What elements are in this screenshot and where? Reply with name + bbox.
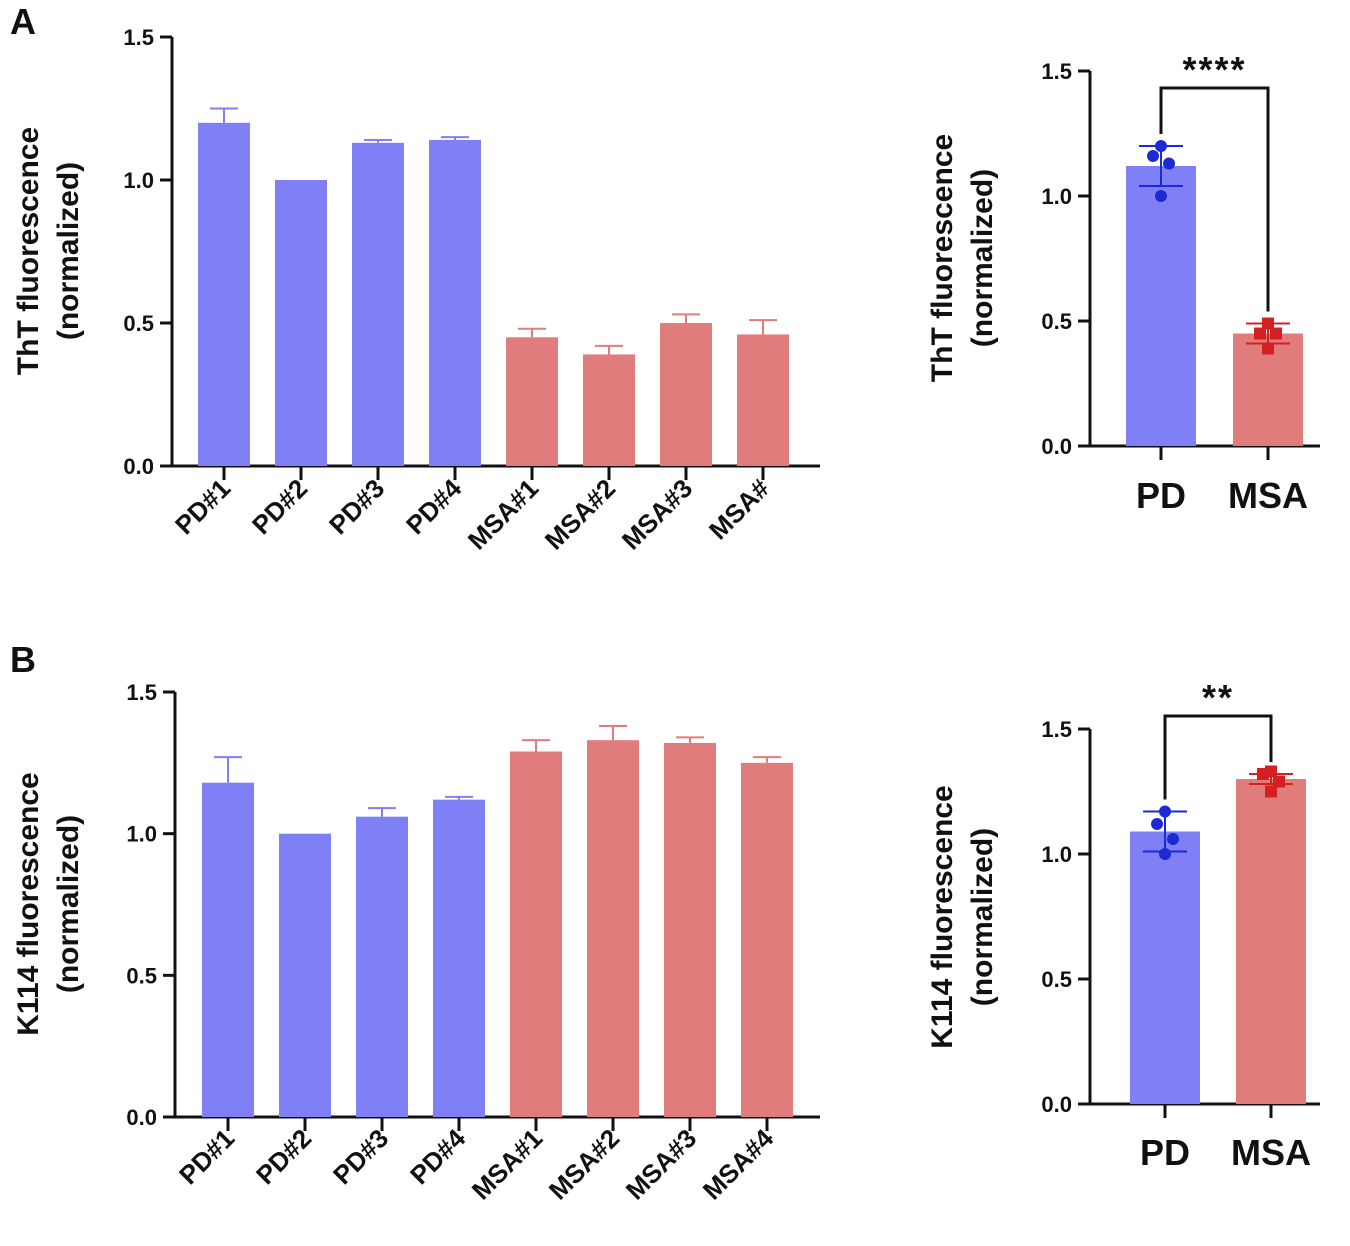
data-point	[1262, 342, 1274, 355]
data-point	[1147, 150, 1159, 162]
y-tick-label: 1.0	[1041, 842, 1072, 867]
y-tick-label: 0.0	[126, 1105, 157, 1130]
bar	[352, 142, 404, 466]
bar	[664, 743, 716, 1117]
bar	[279, 833, 331, 1117]
y-axis-title: ThT fluorescence	[12, 127, 45, 375]
data-point	[1167, 833, 1179, 845]
data-point	[1155, 190, 1167, 202]
x-category-label: PD#3	[323, 473, 390, 540]
data-point	[1273, 775, 1285, 788]
x-category-label: MSA#	[703, 473, 776, 546]
x-category-label: MSA#2	[539, 473, 622, 556]
bar	[1236, 779, 1306, 1104]
bar	[433, 799, 485, 1117]
y-axis-title: ThT fluorescence	[926, 134, 959, 382]
bar	[737, 334, 789, 466]
data-point	[1262, 317, 1274, 330]
x-category-label: PD	[1140, 1132, 1190, 1173]
y-tick-label: 1.0	[123, 168, 154, 193]
bar	[583, 354, 635, 466]
data-point	[1155, 140, 1167, 152]
x-category-label: MSA#1	[466, 1123, 549, 1206]
x-category-label: PD#4	[400, 473, 468, 541]
chart-a-left: 0.0 0.5 1.0 1.5 ThT fluorescence (normalized)…	[12, 25, 820, 556]
bar	[1130, 831, 1200, 1104]
y-tick-label: 1.5	[1041, 717, 1072, 742]
bar	[356, 816, 408, 1117]
bar	[587, 740, 639, 1117]
y-tick-label: 0.0	[123, 454, 154, 479]
y-axis-subtitle: (normalized)	[52, 162, 85, 340]
x-category-label: PD#4	[404, 1123, 472, 1191]
y-tick-label: 1.0	[126, 822, 157, 847]
bar	[506, 337, 558, 466]
y-tick-label: 0.5	[1041, 967, 1072, 992]
bar	[660, 323, 712, 466]
chart-b-left: 0.0 0.5 1.0 1.5 K114 fluorescence (normalized…	[12, 680, 820, 1206]
y-tick-label: 1.5	[1041, 59, 1072, 84]
significance-bracket	[1163, 714, 1273, 800]
x-category-label: MSA#3	[620, 1123, 703, 1206]
data-point	[1257, 768, 1269, 780]
significance-stars: ****	[1182, 49, 1246, 90]
y-tick-label: 0.5	[123, 311, 154, 336]
y-axis-subtitle: (normalized)	[966, 828, 999, 1006]
data-point	[1159, 805, 1171, 818]
data-point	[1265, 785, 1277, 798]
chart-b-right: 0.0 0.5 1.0 1.5 K114 fluorescence (normalized…	[926, 677, 1320, 1173]
bar	[510, 751, 562, 1117]
y-axis-title: K114 fluorescence	[12, 772, 45, 1035]
y-tick-label: 0.0	[1041, 1092, 1072, 1117]
y-tick-label: 0.5	[126, 963, 157, 988]
x-category-label: MSA	[1231, 1132, 1311, 1173]
bar	[741, 762, 793, 1117]
panel-b-label: B	[10, 639, 36, 680]
panel-a-label: A	[10, 1, 36, 42]
x-category-label: MSA#2	[543, 1123, 626, 1206]
bar	[1126, 166, 1196, 446]
y-axis-subtitle: (normalized)	[52, 815, 85, 993]
y-tick-label: 1.0	[1041, 184, 1072, 209]
significance-bracket	[1159, 86, 1270, 312]
y-axis-subtitle: (normalized)	[966, 169, 999, 347]
x-category-label: PD#1	[169, 473, 236, 540]
x-category-label: MSA#1	[462, 473, 545, 556]
bar	[429, 139, 481, 466]
data-point	[1151, 818, 1163, 830]
y-tick-label: 0.0	[1041, 434, 1072, 459]
x-category-label: PD	[1136, 475, 1186, 516]
y-tick-label: 1.5	[123, 25, 154, 50]
x-category-label: MSA#3	[616, 473, 699, 556]
y-tick-label: 1.5	[126, 680, 157, 705]
y-tick-label: 0.5	[1041, 309, 1072, 334]
x-category-label: MSA#4	[697, 1123, 780, 1206]
x-category-label: PD#1	[173, 1123, 240, 1190]
x-category-label: PD#3	[327, 1123, 394, 1190]
x-category-label: MSA	[1228, 475, 1308, 516]
x-category-label: PD#2	[246, 473, 313, 540]
data-point	[1270, 327, 1282, 340]
data-point	[1163, 157, 1175, 170]
data-point	[1254, 327, 1266, 340]
y-axis-title: K114 fluorescence	[926, 785, 959, 1048]
bar	[275, 180, 327, 466]
significance-stars: **	[1202, 677, 1234, 718]
data-point	[1159, 848, 1171, 860]
chart-a-right: 0.0 0.5 1.0 1.5 ThT fluorescence (normalized)…	[926, 49, 1320, 516]
x-category-label: PD#2	[250, 1123, 317, 1190]
bar	[202, 782, 254, 1117]
bar	[198, 122, 250, 467]
